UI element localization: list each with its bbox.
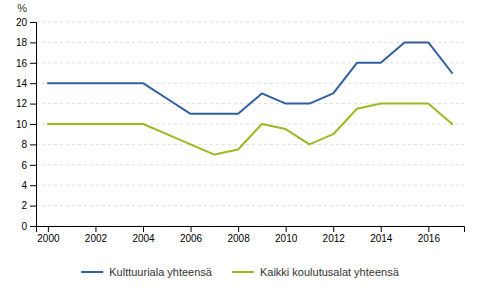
legend-label: Kulttuuriala yhteensä <box>109 266 213 278</box>
x-tick-mark <box>333 226 334 232</box>
y-axis-label: % <box>17 2 27 14</box>
y-tick-mark <box>30 226 36 227</box>
y-tick-label: 2 <box>21 200 27 211</box>
grid-line <box>36 62 464 63</box>
x-tick-mark <box>428 226 429 232</box>
x-tick-label: 2000 <box>37 233 60 244</box>
legend-swatch <box>232 271 254 273</box>
y-tick-mark <box>30 165 36 166</box>
y-tick-mark <box>30 185 36 186</box>
y-tick: 4 <box>21 180 36 191</box>
y-tick-mark <box>30 63 36 64</box>
y-tick: 8 <box>21 139 36 150</box>
y-tick-label: 12 <box>16 98 28 109</box>
x-tick-label: 2008 <box>227 233 250 244</box>
y-tick-mark <box>30 83 36 84</box>
grid-line <box>36 185 464 186</box>
y-tick: 18 <box>16 37 36 48</box>
legend-item: Kulttuuriala yhteensä <box>81 266 213 278</box>
y-tick: 6 <box>21 160 36 171</box>
y-tick: 2 <box>21 200 36 211</box>
x-tick-label: 2010 <box>275 233 298 244</box>
y-tick: 12 <box>16 98 36 109</box>
y-tick-mark <box>30 144 36 145</box>
y-tick-label: 6 <box>21 160 27 171</box>
grid-line <box>36 22 464 23</box>
x-tick-mark <box>95 226 96 232</box>
y-tick-mark <box>30 42 36 43</box>
x-tick: 2014 <box>370 226 393 244</box>
x-tick-label: 2004 <box>132 233 155 244</box>
plot: 2000200220042006200820102012201420160246… <box>16 17 465 244</box>
y-tick-label: 0 <box>21 221 27 232</box>
y-tick-label: 14 <box>16 78 28 89</box>
x-tick: 2008 <box>227 226 250 244</box>
chart: 2000200220042006200820102012201420160246… <box>0 0 480 288</box>
y-tick: 14 <box>16 78 36 89</box>
x-tick: 2000 <box>37 226 60 244</box>
lines <box>48 42 452 154</box>
x-tick: 2010 <box>275 226 298 244</box>
series-line <box>48 104 452 155</box>
y-tick: 20 <box>16 17 36 28</box>
grid-line <box>36 42 464 43</box>
x-axis: 2000 2002 2004 2006 2008 2010 2012 2014 2016 <box>37 226 465 244</box>
y-tick-mark <box>30 22 36 23</box>
y-tick-label: 18 <box>16 37 28 48</box>
x-axis-line <box>37 227 465 233</box>
y-axis: 0 2 4 6 8 10 12 14 16 18 20 <box>16 17 37 232</box>
x-tick: 2002 <box>85 226 108 244</box>
legend-item: Kaikki koulutusalat yhteensä <box>232 266 400 278</box>
grid-line <box>36 205 464 206</box>
x-tick: 2012 <box>323 226 346 244</box>
x-tick: 2016 <box>418 226 441 244</box>
legend-swatch <box>81 271 103 273</box>
y-axis-line <box>30 23 37 227</box>
x-tick-label: 2016 <box>418 233 441 244</box>
y-tick-label: 4 <box>21 180 27 191</box>
grid-line <box>36 164 464 165</box>
y-tick-label: 16 <box>16 58 28 69</box>
x-tick-label: 2012 <box>323 233 346 244</box>
grid <box>36 22 464 226</box>
x-tick-mark <box>48 226 49 232</box>
legend-label: Kaikki koulutusalat yhteensä <box>260 266 400 278</box>
x-tick-label: 2002 <box>85 233 108 244</box>
x-tick-mark <box>238 226 239 232</box>
x-tick: 2006 <box>180 226 203 244</box>
x-tick-mark <box>191 226 192 232</box>
x-tick-mark <box>381 226 382 232</box>
y-tick-label: 10 <box>16 119 28 130</box>
y-tick: 16 <box>16 58 36 69</box>
grid-line <box>36 144 464 145</box>
x-tick: 2004 <box>132 226 155 244</box>
y-tick: 0 <box>21 221 36 232</box>
y-tick-mark <box>30 104 36 105</box>
x-tick-mark <box>143 226 144 232</box>
y-tick-label: 8 <box>21 139 27 150</box>
y-tick: 10 <box>16 119 36 130</box>
y-tick-label: 20 <box>16 17 28 28</box>
y-tick-mark <box>30 206 36 207</box>
y-tick-mark <box>30 124 36 125</box>
x-tick-label: 2014 <box>370 233 393 244</box>
x-tick-label: 2006 <box>180 233 203 244</box>
x-tick-mark <box>286 226 287 232</box>
legend: Kulttuuriala yhteensä Kaikki koulutusalat… <box>81 266 399 278</box>
